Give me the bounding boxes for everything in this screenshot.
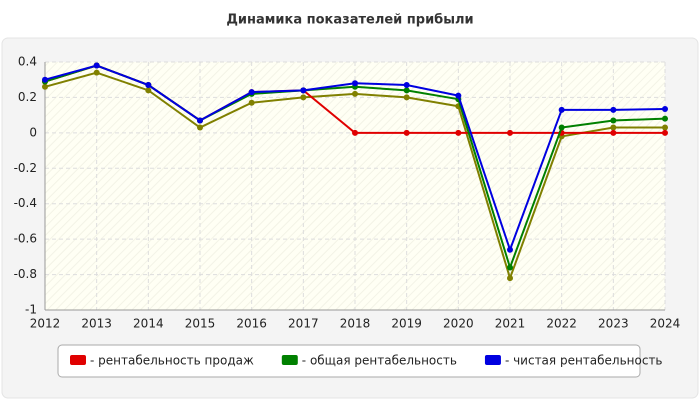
point — [610, 106, 617, 113]
point — [610, 129, 617, 136]
point — [610, 117, 617, 124]
point — [42, 83, 48, 90]
legend-label: - чистая рентабельность — [505, 354, 663, 368]
y-tick-label: -0.2 — [14, 161, 37, 175]
x-tick-label: 2019 — [391, 317, 422, 331]
point — [248, 99, 255, 106]
x-tick-label: 2021 — [495, 317, 526, 331]
legend-swatch — [484, 355, 501, 365]
point — [93, 69, 100, 76]
legend-swatch — [70, 355, 86, 365]
x-tick-label: 2015 — [185, 317, 216, 331]
y-tick-label: -0.4 — [14, 196, 37, 210]
point — [662, 105, 668, 112]
point — [145, 82, 152, 89]
x-tick-label: 2013 — [81, 317, 112, 331]
point — [455, 129, 462, 136]
y-tick-label: 0.4 — [18, 55, 37, 69]
point — [300, 94, 307, 101]
x-tick-label: 2018 — [340, 317, 371, 331]
x-tick-label: 2020 — [443, 317, 474, 331]
point — [403, 94, 410, 101]
point — [93, 62, 100, 69]
chart-title: Динамика показателей прибыли — [226, 13, 473, 28]
point — [507, 275, 513, 282]
point — [403, 87, 410, 94]
y-tick-label: -0.6 — [14, 232, 37, 246]
x-tick-label: 2022 — [546, 317, 577, 331]
x-tick-label: 2023 — [598, 317, 629, 331]
point — [197, 124, 203, 131]
point — [300, 87, 307, 94]
point — [197, 117, 203, 124]
point — [352, 90, 358, 97]
point — [403, 82, 410, 89]
x-tick-label: 2017 — [288, 317, 319, 331]
point — [507, 129, 513, 136]
y-tick-label: 0.2 — [18, 90, 37, 104]
legend — [57, 344, 641, 378]
y-tick-label: 0 — [29, 125, 37, 139]
y-tick-label: -1 — [25, 303, 37, 317]
point — [662, 124, 668, 131]
point — [558, 124, 565, 131]
point — [662, 115, 668, 122]
legend-swatch — [281, 355, 298, 365]
point — [403, 129, 410, 136]
point — [662, 129, 668, 136]
point — [507, 264, 513, 271]
y-tick-label: -0.8 — [14, 267, 37, 281]
point — [610, 124, 617, 131]
legend-label: - общая рентабельность — [302, 354, 457, 368]
point — [507, 246, 513, 253]
point — [455, 92, 462, 99]
legend-label: - рентабельность продаж — [90, 354, 254, 368]
point — [145, 87, 152, 94]
point — [42, 76, 48, 83]
point — [558, 106, 565, 113]
point — [248, 89, 255, 96]
point — [352, 129, 358, 136]
x-tick-label: 2024 — [650, 317, 681, 331]
x-tick-label: 2016 — [236, 317, 267, 331]
x-tick-label: 2014 — [133, 317, 164, 331]
point — [352, 80, 358, 87]
x-tick-label: 2012 — [30, 317, 61, 331]
